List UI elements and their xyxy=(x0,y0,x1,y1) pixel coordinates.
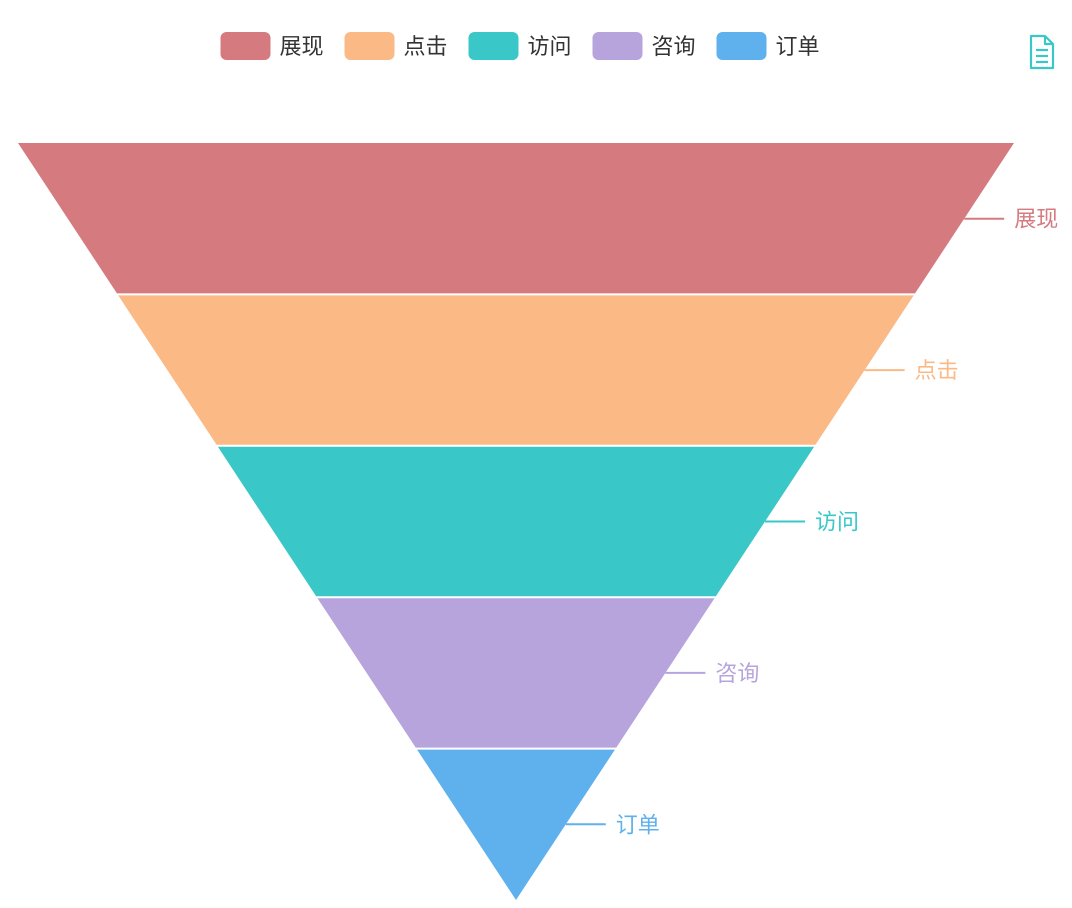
funnel-label: 点击 xyxy=(915,359,959,384)
data-view-button[interactable] xyxy=(1026,34,1058,70)
funnel-label: 订单 xyxy=(616,813,660,838)
legend-swatch xyxy=(592,32,643,60)
funnel-plot xyxy=(18,143,1014,900)
legend-item[interactable]: 展现 xyxy=(220,32,324,60)
legend-item[interactable]: 点击 xyxy=(344,32,448,60)
legend-swatch xyxy=(344,32,395,60)
funnel-segment[interactable] xyxy=(217,446,815,597)
funnel-segment[interactable] xyxy=(118,295,914,445)
funnel-label: 展现 xyxy=(1014,208,1058,233)
funnel-segment[interactable] xyxy=(417,749,615,900)
legend-swatch xyxy=(220,32,271,60)
legend-label: 展现 xyxy=(280,35,324,60)
legend-label: 访问 xyxy=(528,35,572,60)
legend-swatch xyxy=(468,32,519,60)
legend: 展现 点击 访问 咨询 订单 xyxy=(220,32,820,60)
legend-swatch xyxy=(716,32,767,60)
funnel-segment[interactable] xyxy=(18,143,1014,294)
legend-item[interactable]: 访问 xyxy=(468,32,572,60)
legend-label: 咨询 xyxy=(652,35,696,60)
funnel-segment[interactable] xyxy=(317,598,715,748)
legend-label: 点击 xyxy=(404,35,448,60)
data-view-icon xyxy=(1029,34,1055,70)
legend-item[interactable]: 咨询 xyxy=(592,32,696,60)
funnel-label: 访问 xyxy=(815,511,859,536)
legend-label: 订单 xyxy=(776,35,820,60)
legend-item[interactable]: 订单 xyxy=(716,32,820,60)
funnel-label: 咨询 xyxy=(715,662,759,687)
